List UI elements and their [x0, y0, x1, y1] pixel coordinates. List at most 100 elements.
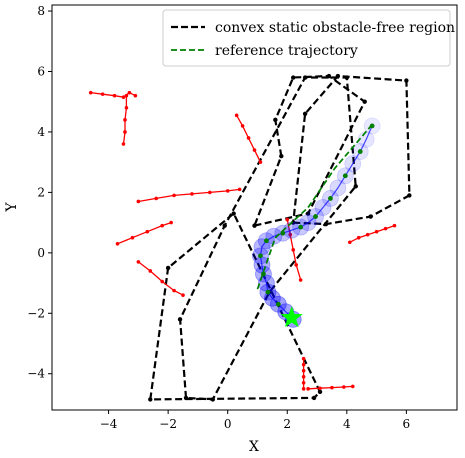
obstacle-point [169, 220, 173, 225]
obstacle-point [258, 160, 263, 164]
region-vertex [305, 211, 311, 216]
y-tick-label: 0 [37, 246, 45, 260]
obstacle-point [145, 229, 150, 234]
region-vertex [210, 397, 216, 402]
legend: convex static obstacle-free region refer… [162, 9, 455, 67]
obstacle-point [225, 189, 230, 193]
region-vertex [231, 211, 236, 216]
obstacle-free-region [292, 74, 411, 226]
obstacle-point [124, 105, 129, 110]
obstacle-point [294, 263, 298, 267]
region-vertex [148, 397, 153, 402]
legend-region-label: convex static obstacle-free region [215, 20, 455, 36]
region-vertex [317, 389, 323, 395]
reference-trajectory [256, 122, 375, 322]
obstacle-point [318, 386, 322, 391]
region-vertex [252, 223, 257, 228]
region-vertex [177, 317, 183, 322]
obstacle-point [350, 384, 355, 389]
obstacle-point [301, 356, 306, 361]
region-vertex [291, 75, 296, 80]
region-vertex [273, 117, 278, 123]
obstacle-point [136, 260, 141, 264]
obstacle-point [172, 193, 176, 198]
region-vertex [222, 223, 227, 228]
obstacle-point [115, 241, 120, 246]
obstacle-point [383, 226, 388, 231]
obstacle-point [330, 385, 334, 390]
reference-point [357, 149, 363, 154]
obstacle-point [172, 288, 176, 293]
obstacle-point [190, 192, 194, 196]
obstacle-point [133, 93, 138, 98]
y-tick-label: −2 [27, 306, 45, 320]
reference-point [298, 224, 304, 230]
region-vertex [302, 111, 308, 117]
obstacle-point [342, 385, 346, 389]
region-vertex [326, 73, 332, 79]
obstacle-point [121, 142, 126, 146]
obstacle-point [301, 362, 306, 367]
obstacle-point [121, 95, 126, 99]
reference-point [258, 253, 263, 259]
obstacle-point [291, 248, 296, 252]
y-axis-label: Y [4, 202, 20, 213]
obstacles [88, 90, 397, 391]
legend-reference-label: reference trajectory [215, 43, 358, 59]
reference-point [342, 173, 348, 179]
obstacle-point [365, 232, 370, 237]
obstacle-point [100, 92, 105, 96]
y-tick-label: 2 [37, 185, 45, 199]
obstacle-point [306, 387, 310, 391]
obstacle-point [154, 196, 159, 201]
obstacle-point [127, 90, 132, 95]
obstacle-point [181, 293, 185, 297]
obstacle-point [298, 278, 303, 282]
y-tick-label: −4 [27, 367, 45, 381]
y-ticks: −4 −2 0 2 4 6 8 [27, 4, 52, 381]
obstacle-point [148, 269, 153, 273]
obstacle-point [252, 148, 257, 152]
reference-point [264, 238, 269, 244]
x-tick-label: −2 [159, 417, 177, 431]
reference-path [256, 122, 375, 290]
x-tick-label: 4 [343, 417, 351, 431]
y-tick-label: 8 [37, 4, 45, 18]
obstacle-point [124, 93, 129, 98]
region-vertex [323, 221, 329, 227]
obstacle-point [130, 235, 135, 240]
obstacle-point [285, 217, 290, 222]
y-tick-label: 6 [37, 64, 45, 78]
obstacle-point [347, 240, 352, 245]
obstacle-point [160, 223, 164, 228]
obstacle-free-region [253, 74, 366, 227]
y-tick-label: 4 [37, 125, 45, 139]
obstacle-free-regions [148, 73, 412, 402]
reference-point [280, 230, 286, 236]
axes-frame [51, 4, 458, 411]
obstacle-point [136, 199, 141, 204]
region-vertex [165, 265, 171, 271]
region-vertex [362, 99, 367, 104]
reference-point [313, 214, 318, 219]
obstacle-point [112, 93, 117, 98]
obstacle-point [356, 235, 361, 240]
obstacle-point [123, 118, 127, 122]
region-vertex [404, 78, 409, 83]
reference-point [328, 196, 333, 201]
x-tick-label: 0 [224, 417, 232, 431]
x-tick-label: 6 [403, 417, 411, 431]
obstacle-point [123, 130, 127, 134]
obstacle-point [288, 232, 293, 237]
legend-box [162, 9, 451, 67]
obstacle-point [301, 374, 306, 379]
obstacle-point [374, 229, 379, 234]
obstacle-point [237, 187, 242, 192]
obstacle-point [208, 190, 212, 195]
reference-point [265, 289, 271, 295]
obstacle-point [301, 368, 306, 373]
obstacle-point [301, 380, 306, 385]
x-tick-label: −4 [100, 417, 118, 431]
obstacle-point [234, 113, 239, 118]
